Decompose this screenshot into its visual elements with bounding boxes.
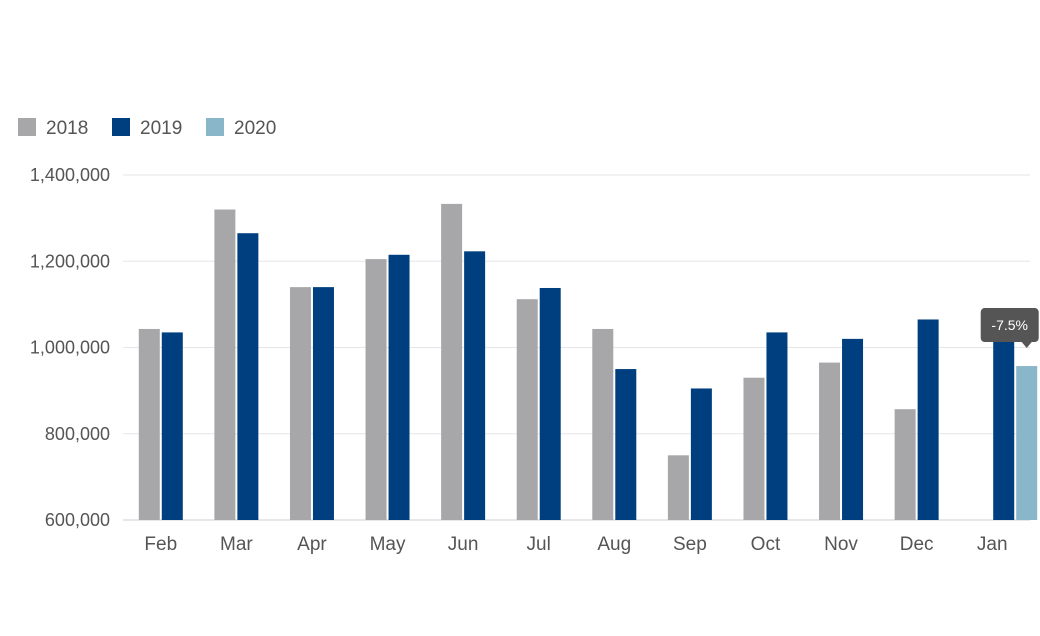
- bar-2018-sep[interactable]: [667, 455, 689, 520]
- y-axis: 600,000 800,000 1,000,000 1,200,000 1,400,00…: [30, 165, 110, 530]
- legend-label-2019: 2019: [140, 118, 182, 139]
- x-tick-label-jul: Jul: [527, 534, 551, 555]
- annotations: -7.5%: [980, 308, 1039, 349]
- x-tick-label-jun: Jun: [448, 534, 479, 555]
- y-tick-label: 1,000,000: [30, 338, 110, 358]
- x-tick-label-jan: Jan: [977, 534, 1008, 555]
- bar-2019-dec[interactable]: [917, 319, 939, 520]
- x-tick-label-aug: Aug: [597, 534, 631, 555]
- x-tick-label-mar: Mar: [220, 534, 253, 555]
- y-tick-label: 1,400,000: [30, 165, 110, 185]
- bar-2019-sep[interactable]: [690, 388, 712, 520]
- bar-2018-apr[interactable]: [289, 287, 311, 520]
- x-axis: Feb Mar Apr May Jun Jul Aug Sep Oct Nov Dec Jan: [144, 534, 1007, 555]
- legend-label-2020: 2020: [234, 118, 276, 139]
- bars: [138, 203, 1038, 521]
- bar-2019-jun[interactable]: [464, 251, 486, 521]
- bar-2019-feb[interactable]: [161, 332, 183, 520]
- tooltip-pointer: [1021, 342, 1032, 349]
- bar-2018-aug[interactable]: [592, 328, 614, 520]
- bar-2019-apr[interactable]: [312, 287, 334, 520]
- bar-2018-feb[interactable]: [138, 328, 160, 520]
- bar-2019-jan[interactable]: [993, 332, 1015, 520]
- bar-2018-dec[interactable]: [894, 409, 916, 520]
- y-tick-label: 600,000: [45, 510, 110, 530]
- x-tick-label-apr: Apr: [297, 534, 327, 555]
- bar-2018-jun[interactable]: [441, 203, 463, 521]
- grid: [123, 174, 1030, 521]
- bar-2018-nov[interactable]: [819, 362, 841, 520]
- bar-2019-nov[interactable]: [842, 338, 864, 520]
- bar-2019-mar[interactable]: [237, 233, 259, 520]
- y-tick-label: 1,200,000: [30, 251, 110, 271]
- x-tick-label-nov: Nov: [824, 534, 858, 555]
- bar-2019-aug[interactable]: [615, 369, 637, 520]
- bar-2019-oct[interactable]: [766, 332, 788, 520]
- bar-2018-jul[interactable]: [516, 299, 538, 520]
- bar-2019-may[interactable]: [388, 254, 410, 520]
- bar-2018-oct[interactable]: [743, 377, 765, 520]
- y-tick-label: 800,000: [45, 424, 110, 444]
- x-tick-label-sep: Sep: [673, 534, 707, 555]
- x-tick-label-may: May: [370, 534, 406, 555]
- x-tick-label-oct: Oct: [751, 534, 781, 555]
- x-tick-label-feb: Feb: [144, 534, 177, 555]
- x-tick-label-dec: Dec: [900, 534, 934, 555]
- bar-2019-jul[interactable]: [539, 287, 561, 520]
- tooltip-text: -7.5%: [991, 317, 1028, 333]
- legend: 2018 2019 2020: [18, 118, 276, 139]
- legend-swatch-2018: [18, 118, 36, 136]
- bar-2018-may[interactable]: [365, 259, 387, 520]
- tooltip: -7.5%: [980, 308, 1039, 349]
- legend-swatch-2019: [112, 118, 130, 136]
- bar-2020-jan[interactable]: [1016, 366, 1038, 520]
- legend-label-2018: 2018: [46, 118, 88, 139]
- bar-2018-mar[interactable]: [214, 209, 236, 521]
- legend-swatch-2020: [206, 118, 224, 136]
- tooltip-box: [980, 308, 1039, 343]
